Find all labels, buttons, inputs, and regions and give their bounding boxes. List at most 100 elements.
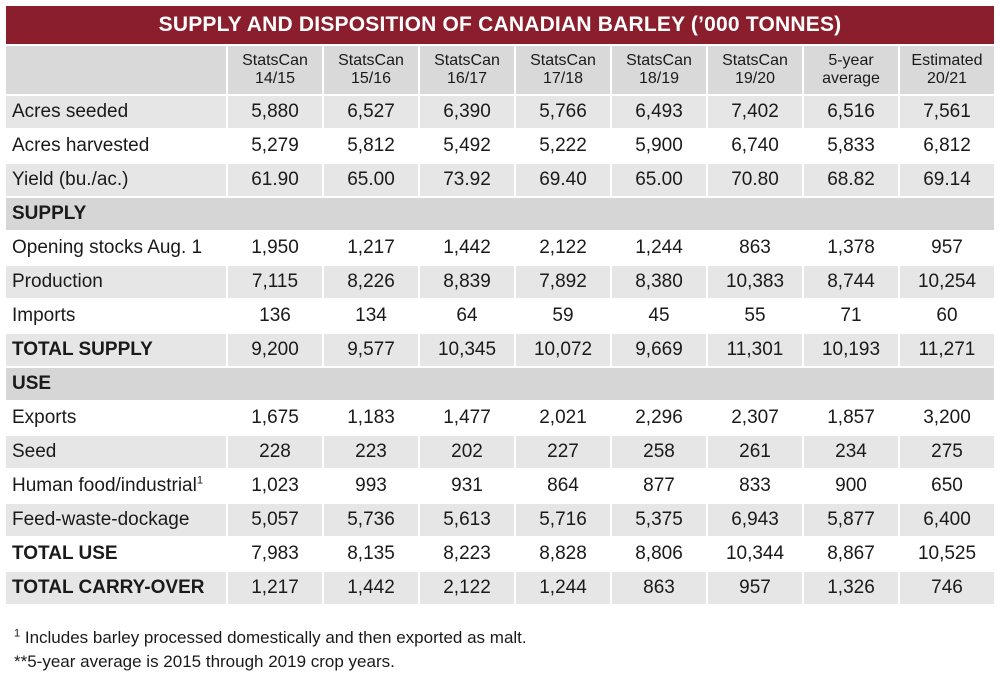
row-label: Acres seeded <box>6 96 226 128</box>
column-header-line1: StatsCan <box>530 52 596 69</box>
column-header-line1: StatsCan <box>434 52 500 69</box>
table-body: Acres seeded 5,880 6,527 6,390 5,766 6,493 7,4… <box>6 96 994 604</box>
row-label: Exports <box>6 402 226 434</box>
table-cell: 1,244 <box>612 232 706 264</box>
column-header: StatsCan 19/20 <box>708 46 802 94</box>
table-cell: 5,716 <box>516 504 610 536</box>
table-cell: 746 <box>900 572 994 604</box>
table-cell: 227 <box>516 436 610 468</box>
table-cell: 5,057 <box>228 504 322 536</box>
column-header-line1: StatsCan <box>242 52 308 69</box>
row-label-text: Human food/industrial <box>12 475 197 496</box>
total-row: TOTAL CARRY-OVER 1,217 1,442 2,122 1,244 863 9… <box>6 572 994 604</box>
column-header-line1: StatsCan <box>722 52 788 69</box>
table-cell: 258 <box>612 436 706 468</box>
table-cell: 1,442 <box>420 232 514 264</box>
table-cell: 1,244 <box>516 572 610 604</box>
table-cell: 957 <box>900 232 994 264</box>
table-cell: 863 <box>708 232 802 264</box>
table-cell: 8,867 <box>804 538 898 570</box>
column-header-line1: StatsCan <box>626 52 692 69</box>
section-row: USE <box>6 368 994 400</box>
column-header: StatsCan 18/19 <box>612 46 706 94</box>
table-row: Production 7,115 8,226 8,839 7,892 8,380 10,38… <box>6 266 994 298</box>
row-label-text: Imports <box>12 305 76 326</box>
table-cell: 6,943 <box>708 504 802 536</box>
row-label-text: Exports <box>12 407 77 428</box>
column-header: StatsCan 15/16 <box>324 46 418 94</box>
row-label-text: TOTAL CARRY-OVER <box>12 577 205 598</box>
table-row: Exports 1,675 1,183 1,477 2,021 2,296 2,307 1,8… <box>6 402 994 434</box>
column-header: StatsCan 17/18 <box>516 46 610 94</box>
column-header-line2: 14/15 <box>254 70 296 87</box>
table-row: Acres seeded 5,880 6,527 6,390 5,766 6,493 7,4… <box>6 96 994 128</box>
section-label: SUPPLY <box>6 198 994 230</box>
table-cell: 6,527 <box>324 96 418 128</box>
table-cell: 8,135 <box>324 538 418 570</box>
table-cell: 9,200 <box>228 334 322 366</box>
table-cell: 1,857 <box>804 402 898 434</box>
table-cell: 1,477 <box>420 402 514 434</box>
row-label-text: Production <box>12 271 103 292</box>
table-cell: 1,217 <box>324 232 418 264</box>
table-cell: 5,833 <box>804 130 898 162</box>
table-cell: 11,271 <box>900 334 994 366</box>
table-cell: 8,380 <box>612 266 706 298</box>
section-label: USE <box>6 368 994 400</box>
table-cell: 261 <box>708 436 802 468</box>
table-cell: 3,200 <box>900 402 994 434</box>
row-label: Acres harvested <box>6 130 226 162</box>
table-cell: 10,254 <box>900 266 994 298</box>
table-cell: 5,812 <box>324 130 418 162</box>
table-cell: 2,122 <box>420 572 514 604</box>
table-cell: 8,839 <box>420 266 514 298</box>
table-cell: 1,950 <box>228 232 322 264</box>
table-cell: 10,072 <box>516 334 610 366</box>
table-cell: 6,390 <box>420 96 514 128</box>
table-cell: 863 <box>612 572 706 604</box>
table-cell: 993 <box>324 470 418 502</box>
footnote-1-text: Includes barley processed domestically a… <box>20 628 527 647</box>
row-label-text: TOTAL SUPPLY <box>12 339 153 360</box>
table-cell: 65.00 <box>324 164 418 196</box>
table-cell: 650 <box>900 470 994 502</box>
table-cell: 55 <box>708 300 802 332</box>
footnote-marker: 1 <box>14 627 21 640</box>
table-cell: 6,493 <box>612 96 706 128</box>
column-header-line2: average <box>822 70 880 87</box>
row-label-text: TOTAL USE <box>12 543 118 564</box>
row-label: Human food/industrial1 <box>6 470 226 502</box>
table-cell: 957 <box>708 572 802 604</box>
supply-disposition-table: StatsCan 14/15 StatsCan 15/16 StatsCan 16/17 S… <box>4 44 996 606</box>
table-row: Imports 136 134 64 59 45 55 71 60 <box>6 300 994 332</box>
table-cell: 5,736 <box>324 504 418 536</box>
table-cell: 228 <box>228 436 322 468</box>
table-cell: 2,307 <box>708 402 802 434</box>
table-cell: 8,223 <box>420 538 514 570</box>
row-label-text: Acres harvested <box>12 135 150 156</box>
table-cell: 69.14 <box>900 164 994 196</box>
table-cell: 6,812 <box>900 130 994 162</box>
row-label: Production <box>6 266 226 298</box>
table-cell: 9,577 <box>324 334 418 366</box>
row-label: TOTAL USE <box>6 538 226 570</box>
row-label: Opening stocks Aug. 1 <box>6 232 226 264</box>
table-cell: 5,222 <box>516 130 610 162</box>
table-cell: 1,378 <box>804 232 898 264</box>
footnote-2: **5-year average is 2015 through 2019 cr… <box>14 652 395 671</box>
table-cell: 8,744 <box>804 266 898 298</box>
table-cell: 1,183 <box>324 402 418 434</box>
header-row: StatsCan 14/15 StatsCan 15/16 StatsCan 16/17 S… <box>6 46 994 94</box>
footnote-1: 1 Includes barley processed domestically… <box>14 628 527 648</box>
table-cell: 7,892 <box>516 266 610 298</box>
table-cell: 1,442 <box>324 572 418 604</box>
table-cell: 5,880 <box>228 96 322 128</box>
table-cell: 223 <box>324 436 418 468</box>
table-cell: 71 <box>804 300 898 332</box>
table-cell: 10,345 <box>420 334 514 366</box>
row-label: Yield (bu./ac.) <box>6 164 226 196</box>
table-cell: 7,561 <box>900 96 994 128</box>
table-cell: 7,983 <box>228 538 322 570</box>
table-cell: 5,613 <box>420 504 514 536</box>
